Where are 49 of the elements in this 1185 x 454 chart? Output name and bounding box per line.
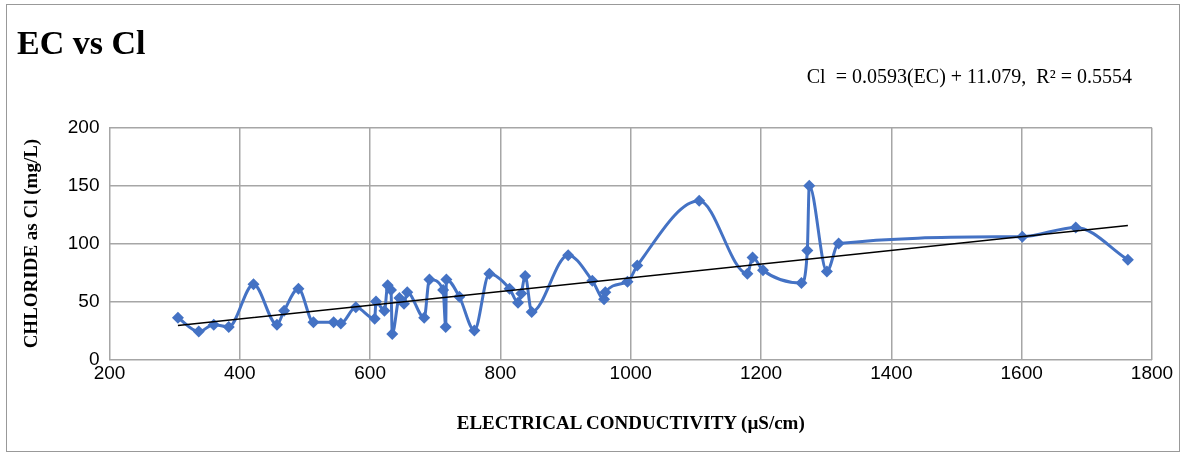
x-tick-label: 400 xyxy=(223,362,256,384)
point xyxy=(222,320,235,333)
point xyxy=(803,179,816,192)
x-tick-label: 1400 xyxy=(870,362,913,384)
point xyxy=(1121,253,1134,266)
point xyxy=(631,259,644,272)
y-axis-title: CHLORIDE as Cl (mg/L) xyxy=(20,138,43,349)
point xyxy=(368,312,381,325)
point xyxy=(519,270,532,283)
point xyxy=(423,273,436,286)
point xyxy=(307,316,320,329)
y-tick-label: 150 xyxy=(67,173,100,195)
point xyxy=(418,311,431,324)
point xyxy=(270,318,283,331)
point xyxy=(515,287,528,300)
point xyxy=(292,282,305,295)
point xyxy=(440,273,453,286)
x-tick-label: 1600 xyxy=(1000,362,1043,384)
point xyxy=(378,304,391,317)
point xyxy=(746,251,759,264)
x-tick-label: 1800 xyxy=(1130,362,1174,384)
x-tick-label: 1200 xyxy=(739,362,783,384)
point xyxy=(512,296,525,309)
point xyxy=(401,286,414,299)
text: Cl = 0.0593(EC) + 11.079, R² = 0.5554 xyxy=(806,65,1132,89)
point xyxy=(525,305,538,318)
x-tick-label: 1000 xyxy=(609,362,652,384)
point xyxy=(757,264,770,277)
point xyxy=(483,267,496,280)
point xyxy=(171,311,184,324)
point xyxy=(832,237,845,250)
x-tick-label: 800 xyxy=(484,362,517,384)
point xyxy=(693,194,706,207)
point xyxy=(741,267,754,280)
point xyxy=(621,275,634,288)
y-tick-label: 200 xyxy=(67,116,100,138)
x-axis-title: ELECTRICAL CONDUCTIVITY (µS/cm) xyxy=(456,411,805,434)
y-tick-label: 50 xyxy=(78,289,100,311)
point xyxy=(468,324,481,337)
point xyxy=(247,278,260,291)
y-tick-label: 100 xyxy=(67,231,100,253)
chart-title: EC vs Cl xyxy=(17,24,146,62)
point xyxy=(795,276,808,289)
point xyxy=(278,304,291,317)
point xyxy=(562,249,575,262)
point xyxy=(820,265,833,278)
point xyxy=(437,283,450,296)
point xyxy=(192,325,205,338)
x-tick-label: 600 xyxy=(354,362,386,384)
